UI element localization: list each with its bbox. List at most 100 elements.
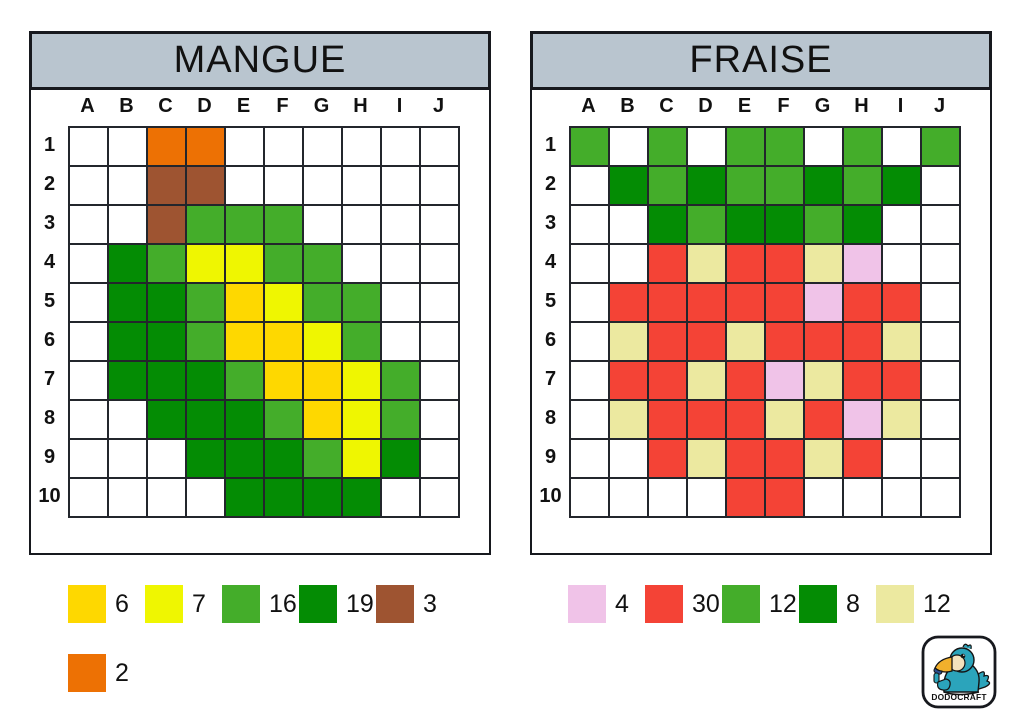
grid-cell-A4-empty xyxy=(70,245,107,282)
column-header-J: J xyxy=(432,95,445,117)
legend-count-gold: 6 xyxy=(115,589,129,618)
row-header-9: 9 xyxy=(43,446,56,468)
grid-cell-J7-empty xyxy=(922,362,959,399)
grid-cell-D3-green xyxy=(688,206,725,243)
grid-cell-B2-empty xyxy=(109,167,146,204)
grid-cell-A10-empty xyxy=(70,479,107,516)
grid-cell-G7-cream xyxy=(805,362,842,399)
grid-cell-G2-dark-green xyxy=(805,167,842,204)
column-header-I: I xyxy=(897,95,904,117)
legend-item-pink: 4 xyxy=(568,585,640,623)
grid-cell-C8-red xyxy=(649,401,686,438)
grid-cell-E7-green xyxy=(226,362,263,399)
grid-cell-I6-empty xyxy=(382,323,419,360)
grid-cell-D10-empty xyxy=(187,479,224,516)
grid-cell-F6-red xyxy=(766,323,803,360)
grid-cell-A9-empty xyxy=(70,440,107,477)
grid-cell-A4-empty xyxy=(571,245,608,282)
grid-cell-E3-dark-green xyxy=(727,206,764,243)
row-header-1: 1 xyxy=(43,134,56,156)
grid-cell-H8-yellow xyxy=(343,401,380,438)
grid-cell-H5-red xyxy=(844,284,881,321)
grid-cell-C5-dark-green xyxy=(148,284,185,321)
grid-cell-G9-cream xyxy=(805,440,842,477)
legend-swatch-red xyxy=(645,585,683,623)
grid-cell-B3-empty xyxy=(610,206,647,243)
grid-cell-J10-empty xyxy=(421,479,458,516)
grid-cell-E1-empty xyxy=(226,128,263,165)
grid-cell-B5-dark-green xyxy=(109,284,146,321)
row-header-3: 3 xyxy=(43,212,56,234)
grid-cell-C3-dark-green xyxy=(649,206,686,243)
grid-cell-E7-red xyxy=(727,362,764,399)
grid-cell-F9-red xyxy=(766,440,803,477)
column-header-F: F xyxy=(777,95,790,117)
row-header-8: 8 xyxy=(43,407,56,429)
grid-cell-H9-red xyxy=(844,440,881,477)
grid-cell-H10-dark-green xyxy=(343,479,380,516)
grid-cell-A3-empty xyxy=(70,206,107,243)
grid-cell-B9-empty xyxy=(109,440,146,477)
column-header-B: B xyxy=(119,95,134,117)
pixel-grid xyxy=(569,126,961,518)
grid-cell-G5-green xyxy=(304,284,341,321)
grid-cell-E6-cream xyxy=(727,323,764,360)
row-header-4: 4 xyxy=(544,251,557,273)
grid-cell-J6-empty xyxy=(922,323,959,360)
column-header-G: G xyxy=(313,95,330,117)
legend-item-green: 16 xyxy=(222,585,297,623)
grid-cell-B6-dark-green xyxy=(109,323,146,360)
grid-cell-B2-dark-green xyxy=(610,167,647,204)
grid-cell-I4-empty xyxy=(883,245,920,282)
grid-cell-H4-empty xyxy=(343,245,380,282)
grid-cell-J5-empty xyxy=(922,284,959,321)
grid-cell-I8-green xyxy=(382,401,419,438)
row-headers: 1 2 3 4 5 6 7 8 9 10 xyxy=(532,126,569,518)
grid-cell-E5-red xyxy=(727,284,764,321)
column-header-D: D xyxy=(197,95,212,117)
column-header-C: C xyxy=(158,95,173,117)
grid-cell-E9-red xyxy=(727,440,764,477)
legend-count-orange: 2 xyxy=(115,658,129,687)
grid-cell-D9-cream xyxy=(688,440,725,477)
grid-cell-D4-cream xyxy=(688,245,725,282)
legend-swatch-green xyxy=(722,585,760,623)
grid-cell-J4-empty xyxy=(421,245,458,282)
grid-cell-F4-red xyxy=(766,245,803,282)
legend-mangue: 6 7 16 19 3 2 xyxy=(68,585,488,692)
grid-cell-G1-empty xyxy=(304,128,341,165)
row-header-8: 8 xyxy=(544,407,557,429)
grid-cell-I5-red xyxy=(883,284,920,321)
grid-cell-H2-empty xyxy=(343,167,380,204)
grid-cell-C9-empty xyxy=(148,440,185,477)
grid-cell-A2-empty xyxy=(70,167,107,204)
row-header-6: 6 xyxy=(544,329,557,351)
grid-cell-B5-red xyxy=(610,284,647,321)
panel-title: MANGUE xyxy=(173,39,347,81)
dodo-bird-illustration: DODOCRAFT xyxy=(921,635,997,709)
grid-cell-D6-red xyxy=(688,323,725,360)
legend-count-red: 30 xyxy=(692,589,720,618)
grid-cell-F10-red xyxy=(766,479,803,516)
grid-cell-C6-red xyxy=(649,323,686,360)
grid-cell-J2-empty xyxy=(922,167,959,204)
grid-cell-B3-empty xyxy=(109,206,146,243)
logo-brand-text: DODOCRAFT xyxy=(931,692,987,702)
row-header-3: 3 xyxy=(544,212,557,234)
grid-cell-J7-empty xyxy=(421,362,458,399)
grid-cell-C2-brown xyxy=(148,167,185,204)
grid-cell-D8-red xyxy=(688,401,725,438)
legend-count-green: 16 xyxy=(269,589,297,618)
grid-cell-G3-green xyxy=(805,206,842,243)
grid-cell-H6-red xyxy=(844,323,881,360)
grid-cell-E9-dark-green xyxy=(226,440,263,477)
panel-fraise: FRAISE A B C D E F G H I J 1 2 3 4 5 6 7 8 9 10 xyxy=(530,31,992,555)
grid-cell-D7-dark-green xyxy=(187,362,224,399)
grid-cell-I1-empty xyxy=(382,128,419,165)
column-header-F: F xyxy=(276,95,289,117)
row-header-10: 10 xyxy=(38,485,61,507)
row-header-2: 2 xyxy=(544,173,557,195)
grid-cell-G4-green xyxy=(304,245,341,282)
grid-cell-A2-empty xyxy=(571,167,608,204)
grid-cell-G2-empty xyxy=(304,167,341,204)
